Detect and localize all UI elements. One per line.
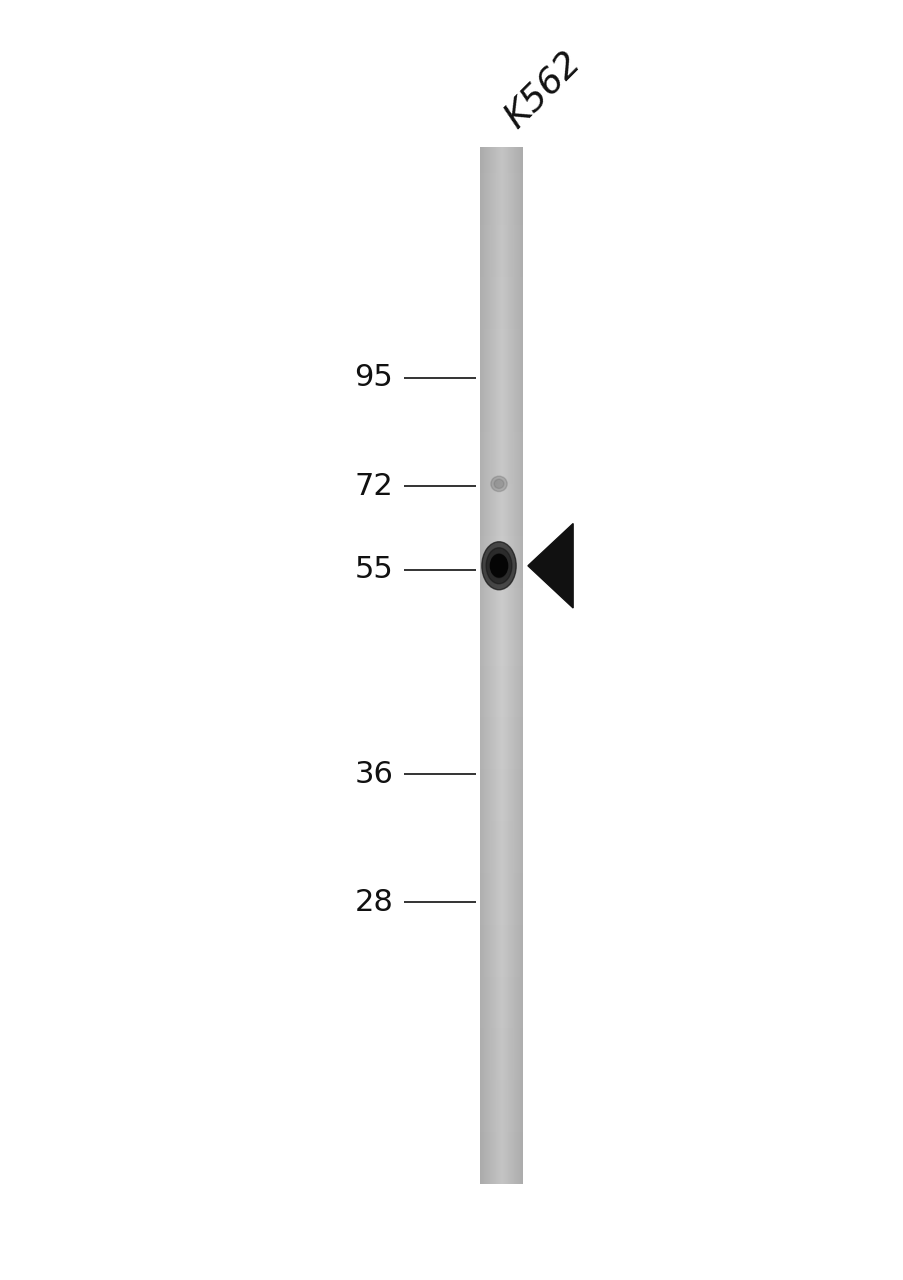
Bar <box>479 640 523 666</box>
Bar <box>479 562 523 588</box>
Ellipse shape <box>490 476 507 492</box>
Bar <box>479 691 523 717</box>
Text: 36: 36 <box>354 760 393 788</box>
Bar <box>479 666 523 691</box>
Bar <box>479 536 523 562</box>
Bar <box>479 1002 523 1029</box>
Bar <box>479 1133 523 1158</box>
Polygon shape <box>527 524 573 608</box>
Bar <box>479 588 523 614</box>
Bar <box>479 173 523 200</box>
Bar <box>479 1158 523 1184</box>
Bar <box>479 899 523 924</box>
Bar <box>479 718 523 744</box>
Bar <box>479 977 523 1002</box>
Bar <box>479 484 523 511</box>
Text: 72: 72 <box>354 472 393 500</box>
Ellipse shape <box>490 554 507 577</box>
Text: 95: 95 <box>354 364 393 392</box>
Bar <box>479 355 523 380</box>
Bar <box>479 1055 523 1080</box>
Bar <box>479 380 523 407</box>
Bar <box>479 225 523 251</box>
Bar <box>479 925 523 951</box>
Bar <box>479 1106 523 1133</box>
Bar <box>479 873 523 899</box>
Bar <box>479 769 523 795</box>
Bar <box>479 795 523 822</box>
Bar <box>479 458 523 484</box>
Bar <box>479 951 523 977</box>
Bar <box>479 276 523 303</box>
Bar <box>479 614 523 640</box>
Text: 28: 28 <box>354 888 393 916</box>
Text: 55: 55 <box>354 556 393 584</box>
Ellipse shape <box>494 479 503 489</box>
Ellipse shape <box>481 541 516 590</box>
Bar <box>479 847 523 873</box>
Bar <box>479 329 523 355</box>
Bar <box>479 822 523 847</box>
Bar <box>479 251 523 276</box>
Bar <box>479 433 523 458</box>
Bar <box>479 303 523 329</box>
Ellipse shape <box>493 558 504 573</box>
Bar <box>479 1029 523 1055</box>
Bar <box>479 200 523 225</box>
Text: K562: K562 <box>497 45 586 134</box>
Bar <box>479 744 523 769</box>
Ellipse shape <box>486 548 511 584</box>
Bar <box>479 407 523 433</box>
Ellipse shape <box>490 554 507 577</box>
Bar <box>479 511 523 536</box>
Bar <box>479 147 523 173</box>
Bar <box>479 1080 523 1106</box>
